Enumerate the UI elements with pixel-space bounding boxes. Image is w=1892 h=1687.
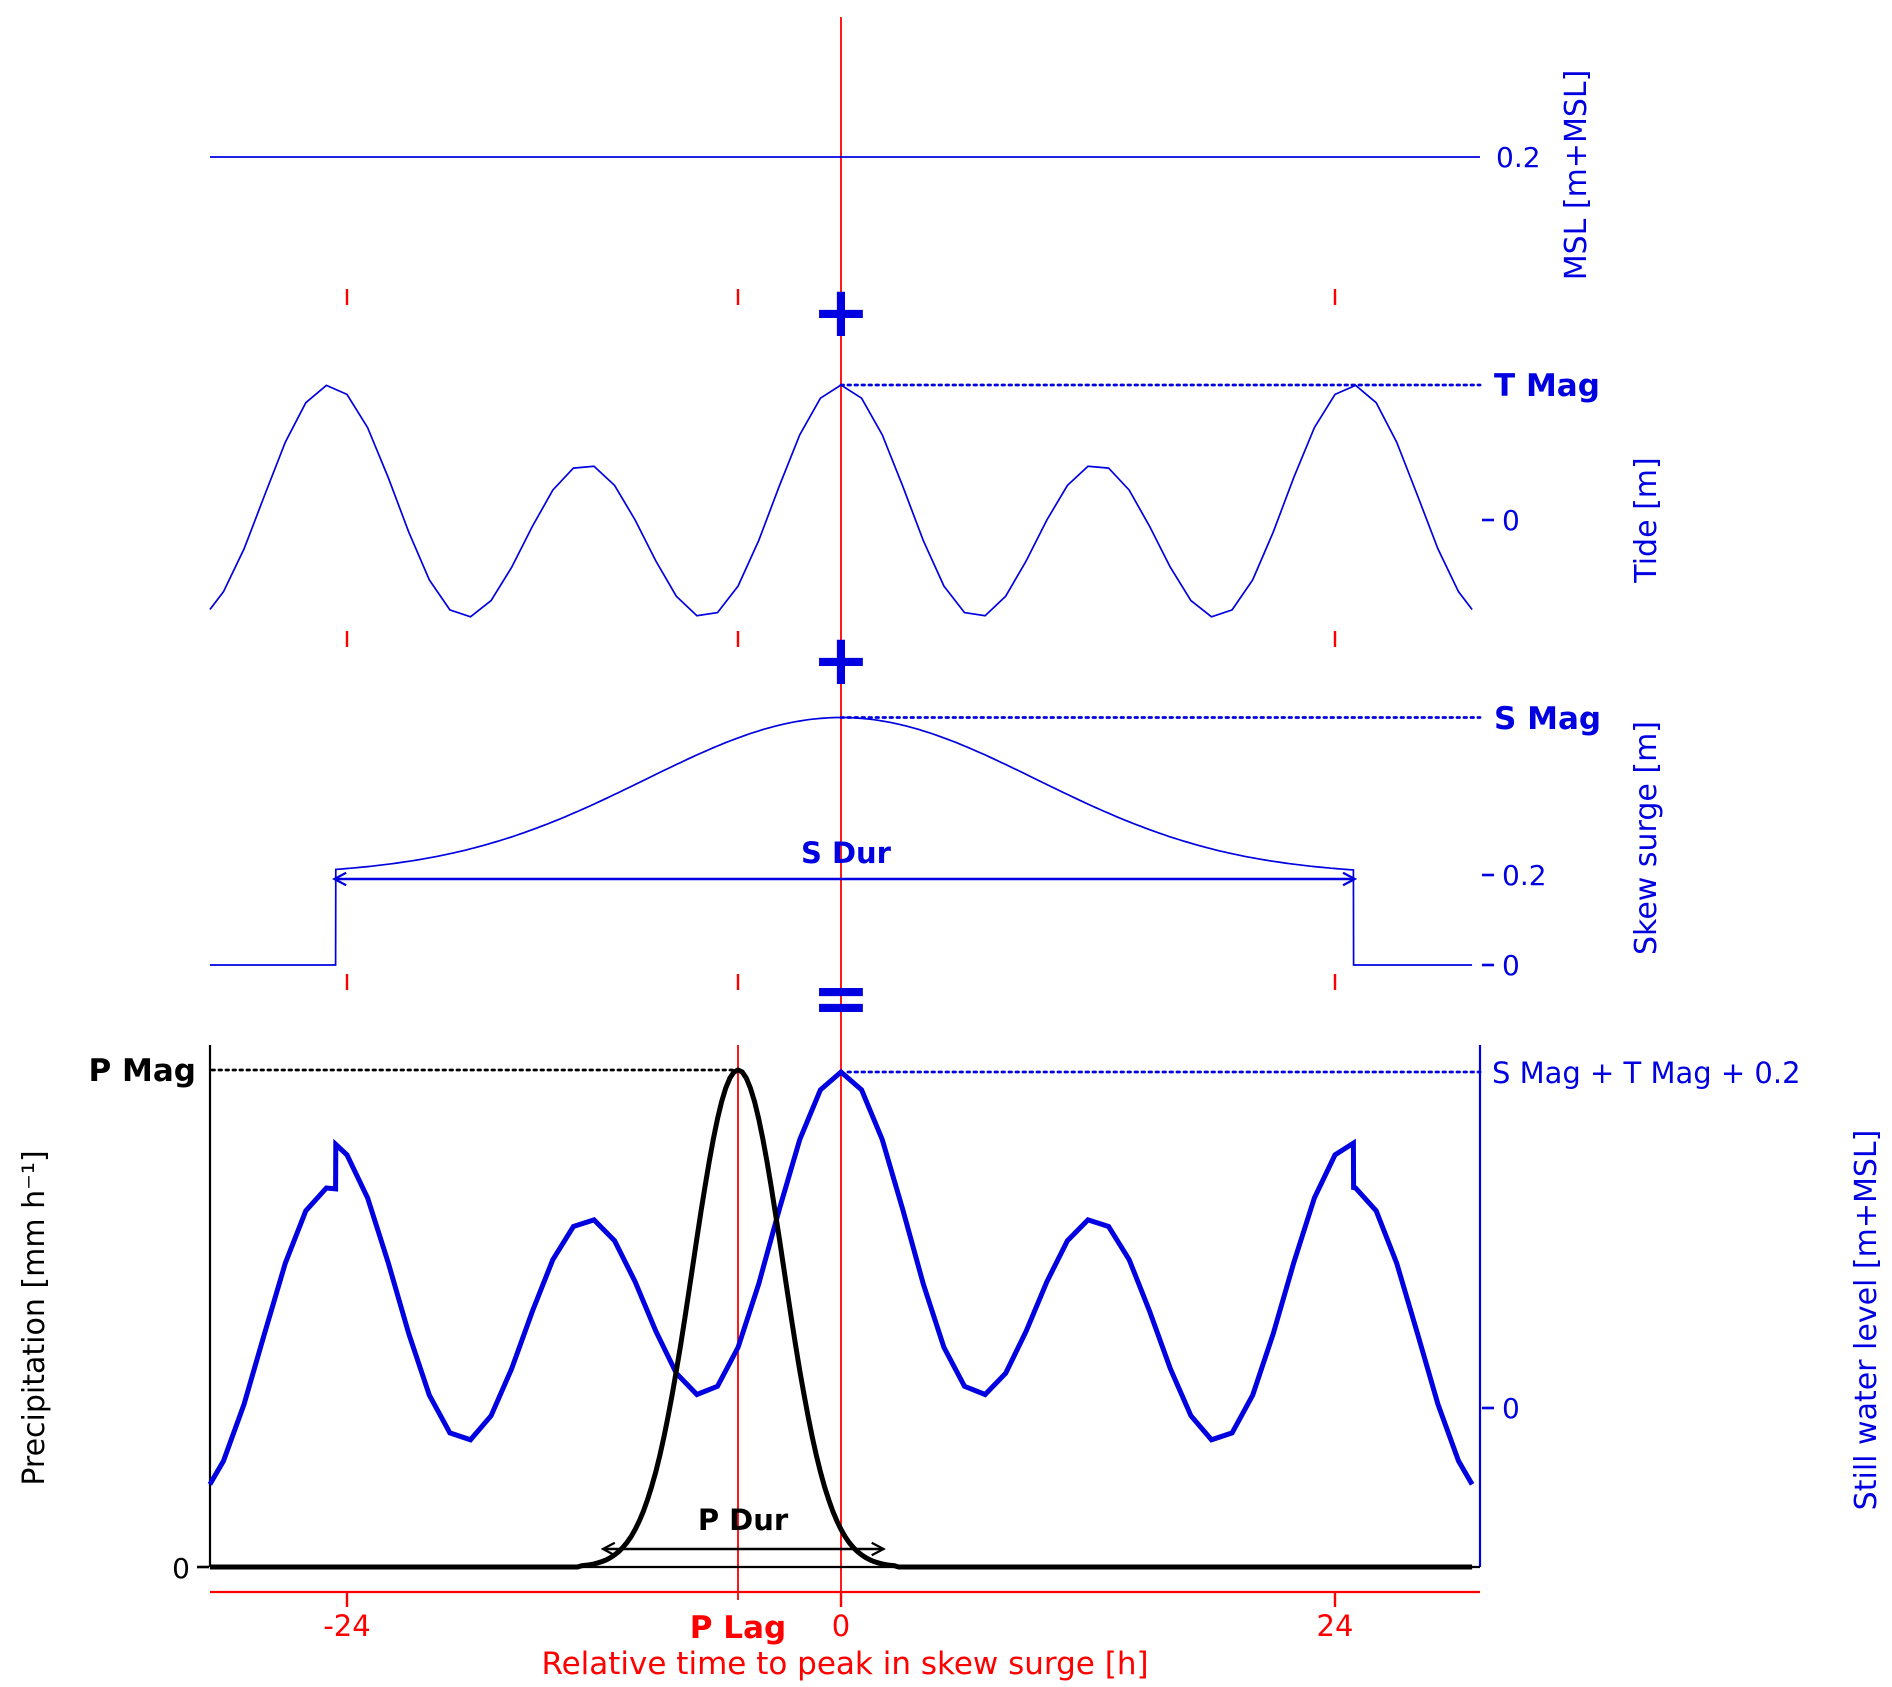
surge-axis-label: Skew surge [m] bbox=[1629, 721, 1664, 955]
t-mag-label: T Mag bbox=[1494, 368, 1600, 404]
p-dur-label: P Dur bbox=[698, 1503, 789, 1537]
s-dur-label: S Dur bbox=[801, 836, 892, 870]
swl-axis-label: Still water level [m+MSL] bbox=[1849, 1130, 1884, 1511]
surge-zero-label: 0 bbox=[1502, 949, 1520, 982]
surge-panel: S Mag S Dur 0.2 0 Skew surge [m] bbox=[209, 701, 1664, 982]
tide-panel: T Mag 0 Tide [m] bbox=[209, 368, 1664, 618]
reference-lines bbox=[737, 17, 842, 1600]
inter-panel-ticks bbox=[345, 289, 1337, 990]
swl-curve bbox=[207, 1068, 1475, 1486]
plus-operator-2: + bbox=[812, 619, 871, 701]
x-tick-label-minus24: -24 bbox=[323, 1609, 370, 1643]
precip-axis-label: Precipitation [mm h⁻¹] bbox=[17, 1150, 52, 1485]
msl-tick-label: 0.2 bbox=[1496, 141, 1541, 174]
tide-axis-label: Tide [m] bbox=[1629, 457, 1664, 583]
msl-axis-label: MSL [m+MSL] bbox=[1559, 70, 1594, 281]
swl-zero-label: 0 bbox=[1502, 1392, 1520, 1425]
tide-zero-label: 0 bbox=[1502, 504, 1520, 537]
s-mag-label: S Mag bbox=[1494, 701, 1601, 737]
surge-plateau-label: 0.2 bbox=[1502, 859, 1547, 892]
equals-operator: = bbox=[812, 957, 871, 1039]
precip-zero-label: 0 bbox=[172, 1552, 190, 1585]
x-tick-label-plus24: 24 bbox=[1317, 1609, 1354, 1643]
x-tick-label-zero: 0 bbox=[832, 1609, 850, 1643]
plus-operator-1: + bbox=[812, 271, 871, 353]
p-lag-label: P Lag bbox=[690, 1610, 786, 1646]
p-mag-label: P Mag bbox=[89, 1053, 196, 1089]
msl-panel: 0.2 MSL [m+MSL] bbox=[210, 70, 1594, 281]
x-axis-title: Relative time to peak in skew surge [h] bbox=[541, 1646, 1148, 1682]
swl-sum-label: S Mag + T Mag + 0.2 bbox=[1492, 1056, 1801, 1090]
bottom-panel: P Dur P Mag 0 Precipitation [mm h⁻¹] S M… bbox=[17, 1045, 1884, 1585]
precip-curve bbox=[209, 1067, 1473, 1570]
x-axis: -24 P Lag 0 24 Relative time to peak in … bbox=[210, 1590, 1480, 1682]
